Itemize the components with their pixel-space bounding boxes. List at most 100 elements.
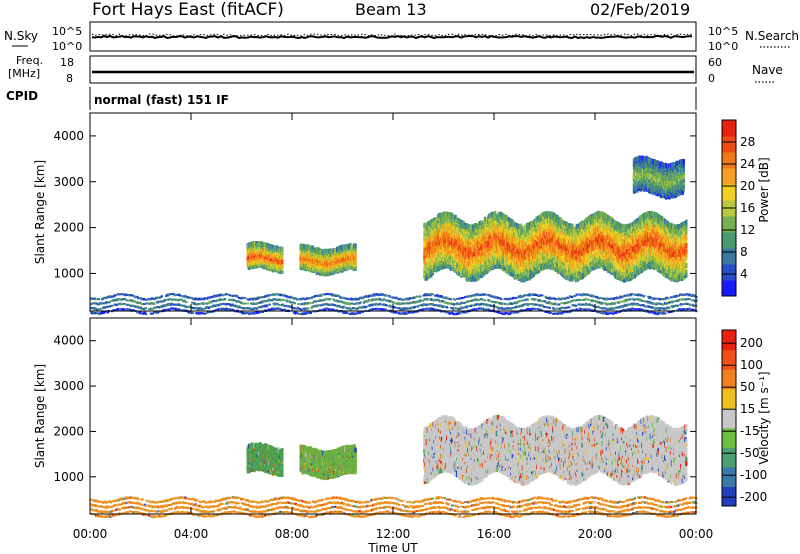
noise-right-tick-top: 10^5 bbox=[708, 25, 738, 38]
power-echo-cell bbox=[281, 246, 284, 252]
power-echo-cell bbox=[484, 258, 488, 264]
power-echo-cell bbox=[438, 223, 441, 229]
power-echo-cell bbox=[491, 211, 494, 217]
station-title: Fort Hays East (fitACF) bbox=[92, 0, 284, 20]
power-echo-cell bbox=[537, 262, 541, 268]
power-echo-cell bbox=[311, 245, 314, 251]
power-echo-cell bbox=[531, 245, 534, 251]
power-echo-cell bbox=[457, 268, 460, 274]
power-echo-cell bbox=[504, 219, 507, 225]
power-echo-cell bbox=[548, 261, 552, 267]
power-echo-cell bbox=[281, 257, 284, 263]
power-echo-cell bbox=[532, 272, 536, 277]
power-echo-cell bbox=[545, 227, 548, 232]
power-echo-cell bbox=[476, 268, 479, 274]
power-echo-cell bbox=[491, 217, 494, 223]
power-echo-cell bbox=[446, 212, 450, 218]
power-echo-cell bbox=[484, 232, 488, 238]
power-echo-region bbox=[423, 210, 688, 283]
power-echo-cell bbox=[494, 210, 497, 216]
power-echo-cell bbox=[488, 216, 491, 222]
power-echo-cell bbox=[536, 236, 539, 242]
cpid-label: CPID bbox=[6, 89, 38, 103]
power-echo-cell bbox=[467, 229, 470, 235]
power-echo-cell bbox=[510, 255, 514, 261]
power-echo-cell bbox=[528, 227, 531, 232]
power-echo-cell bbox=[505, 248, 509, 254]
power-echo-cell bbox=[514, 227, 517, 233]
power-echo-cell bbox=[437, 243, 440, 249]
power-echo-cell bbox=[495, 256, 499, 262]
power-data-layer bbox=[90, 155, 698, 316]
power-echo-cell bbox=[425, 222, 429, 228]
power-echo-cell bbox=[465, 274, 468, 279]
power-echo-cell bbox=[473, 227, 477, 232]
noise-right-label: N.Search bbox=[745, 29, 799, 43]
power-echo-cell bbox=[453, 264, 456, 270]
power-echo-cell bbox=[453, 257, 456, 263]
power-echo-cell bbox=[448, 212, 451, 217]
power-echo-cell bbox=[513, 264, 516, 270]
power-echo-cell bbox=[450, 265, 453, 271]
power-echo-cell bbox=[428, 243, 431, 249]
power-echo-cell bbox=[528, 262, 531, 268]
power-echo-cell bbox=[495, 236, 499, 242]
power-echo-cell bbox=[515, 231, 519, 237]
power-echo-cell bbox=[531, 273, 534, 279]
power-echo-cell bbox=[525, 244, 528, 250]
power-echo-cell bbox=[499, 214, 502, 220]
power-echo-cell bbox=[433, 217, 436, 223]
power-echo-cell bbox=[529, 267, 532, 272]
power-echo-cell bbox=[494, 220, 497, 226]
power-echo-cell bbox=[449, 260, 452, 265]
power-echo-cell bbox=[508, 217, 511, 223]
power-echo-cell bbox=[354, 243, 357, 249]
power-echo-cell bbox=[464, 256, 467, 261]
nave-label: Nave bbox=[752, 63, 783, 77]
power-echo-cell bbox=[449, 256, 452, 262]
power-echo-cell bbox=[502, 213, 505, 219]
power-echo-cell bbox=[491, 234, 494, 240]
power-echo-cell bbox=[534, 235, 537, 241]
power-echo-cell bbox=[457, 237, 460, 243]
nave-tick-bottom: 0 bbox=[708, 72, 715, 85]
power-echo-cell bbox=[482, 231, 485, 237]
power-echo-cell bbox=[493, 228, 496, 234]
power-echo-cell bbox=[510, 234, 514, 240]
power-echo-cell bbox=[501, 220, 504, 226]
power-echo-cell bbox=[425, 247, 429, 253]
noise-search-trace bbox=[91, 33, 693, 37]
noise-left-tick-top: 10^5 bbox=[52, 25, 82, 38]
power-echo-cell bbox=[473, 231, 476, 237]
power-echo-cell bbox=[354, 254, 357, 260]
power-echo-cell bbox=[520, 236, 523, 242]
power-echo-cell bbox=[476, 250, 479, 256]
power-echo-cell bbox=[339, 245, 342, 251]
power-echo-cell bbox=[467, 274, 471, 280]
power-echo-cell bbox=[494, 264, 497, 269]
power-echo-cell bbox=[520, 225, 523, 230]
power-echo-cell bbox=[455, 238, 458, 244]
power-echo-cell bbox=[540, 215, 543, 221]
power-echo-cell bbox=[468, 254, 472, 260]
power-echo-cell bbox=[546, 261, 549, 266]
freq-label-line1: Freq. bbox=[16, 54, 43, 67]
power-echo-cell bbox=[436, 228, 440, 234]
power-echo-cell bbox=[479, 258, 483, 264]
freq-tick-top: 18 bbox=[60, 56, 74, 69]
power-echo-cell bbox=[515, 223, 519, 228]
power-echo-cell bbox=[498, 251, 501, 257]
cpid-value: normal (fast) 151 IF bbox=[94, 93, 229, 107]
noise-left-label: N.Sky bbox=[4, 29, 38, 43]
power-echo-cell bbox=[547, 254, 551, 260]
power-echo-cell bbox=[502, 250, 505, 256]
power-echo-cell bbox=[459, 224, 462, 229]
power-echo-cell bbox=[482, 228, 485, 234]
power-echo-cell bbox=[507, 227, 510, 233]
power-echo-cell bbox=[281, 261, 284, 267]
noise-right-tick-bottom: 10^0 bbox=[708, 40, 738, 53]
freq-tick-bottom: 8 bbox=[66, 72, 73, 85]
power-echo-cell bbox=[571, 223, 574, 229]
